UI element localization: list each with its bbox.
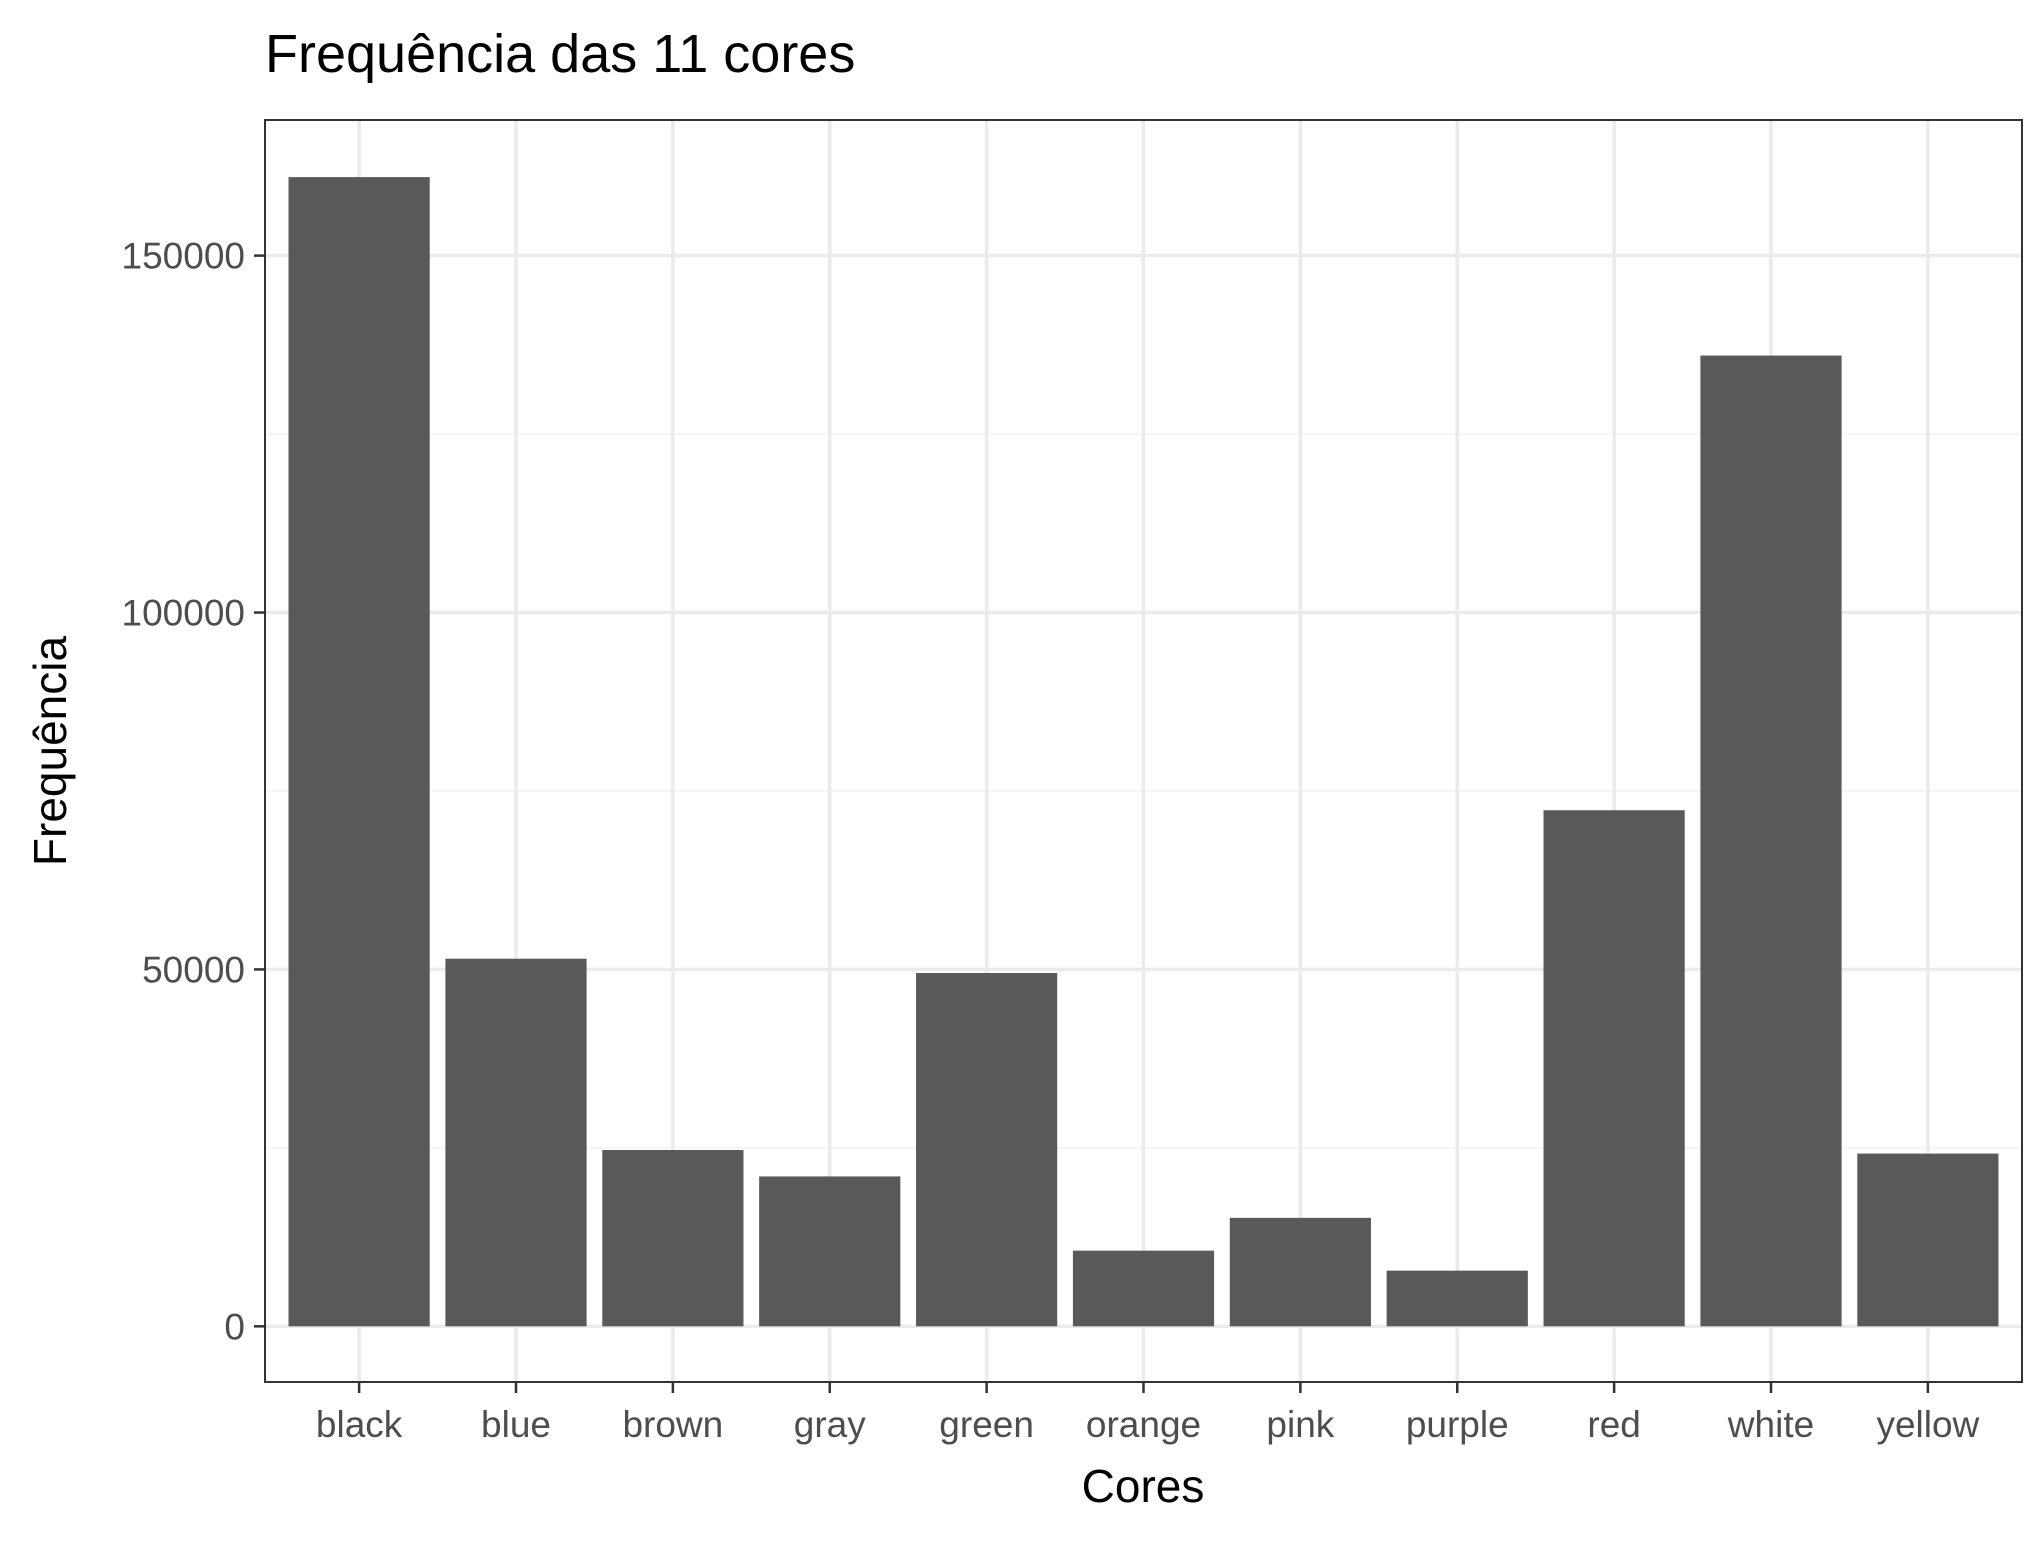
bars-layer bbox=[288, 177, 1999, 1327]
x-tick-label-gray: gray bbox=[794, 1404, 866, 1445]
x-tick-label-orange: orange bbox=[1086, 1404, 1201, 1445]
x-tick-label-pink: pink bbox=[1266, 1404, 1334, 1445]
bar-brown bbox=[602, 1150, 744, 1327]
bar-green bbox=[916, 972, 1058, 1327]
x-tick-label-brown: brown bbox=[622, 1404, 723, 1445]
axis-layer: 0 50000 100000 150000 black blue brown gray gree… bbox=[122, 236, 1980, 1445]
y-tick-label: 50000 bbox=[142, 949, 245, 990]
bar-yellow bbox=[1857, 1153, 1999, 1327]
bar-red bbox=[1543, 810, 1685, 1327]
x-tick-label-white: white bbox=[1727, 1404, 1814, 1445]
bar-orange bbox=[1072, 1250, 1215, 1327]
chart-title: Frequência das 11 cores bbox=[265, 24, 855, 84]
x-tick-label-red: red bbox=[1587, 1404, 1640, 1445]
x-tick-label-purple: purple bbox=[1406, 1404, 1509, 1445]
bar-blue bbox=[445, 958, 587, 1327]
bar-purple bbox=[1386, 1270, 1528, 1327]
bar-black bbox=[288, 177, 430, 1327]
bar-pink bbox=[1229, 1217, 1371, 1327]
y-tick-label: 150000 bbox=[122, 236, 245, 277]
bar-gray bbox=[759, 1176, 901, 1327]
bar-white bbox=[1700, 355, 1842, 1327]
x-tick-label-green: green bbox=[939, 1404, 1034, 1445]
x-tick-label-blue: blue bbox=[481, 1404, 551, 1445]
y-tick-label: 100000 bbox=[122, 593, 245, 634]
y-tick-label: 0 bbox=[224, 1306, 245, 1347]
y-axis-title: Frequência bbox=[24, 636, 76, 867]
x-axis-title: Cores bbox=[1082, 1460, 1205, 1512]
x-tick-label-black: black bbox=[316, 1404, 403, 1445]
x-tick-label-yellow: yellow bbox=[1876, 1404, 1979, 1445]
